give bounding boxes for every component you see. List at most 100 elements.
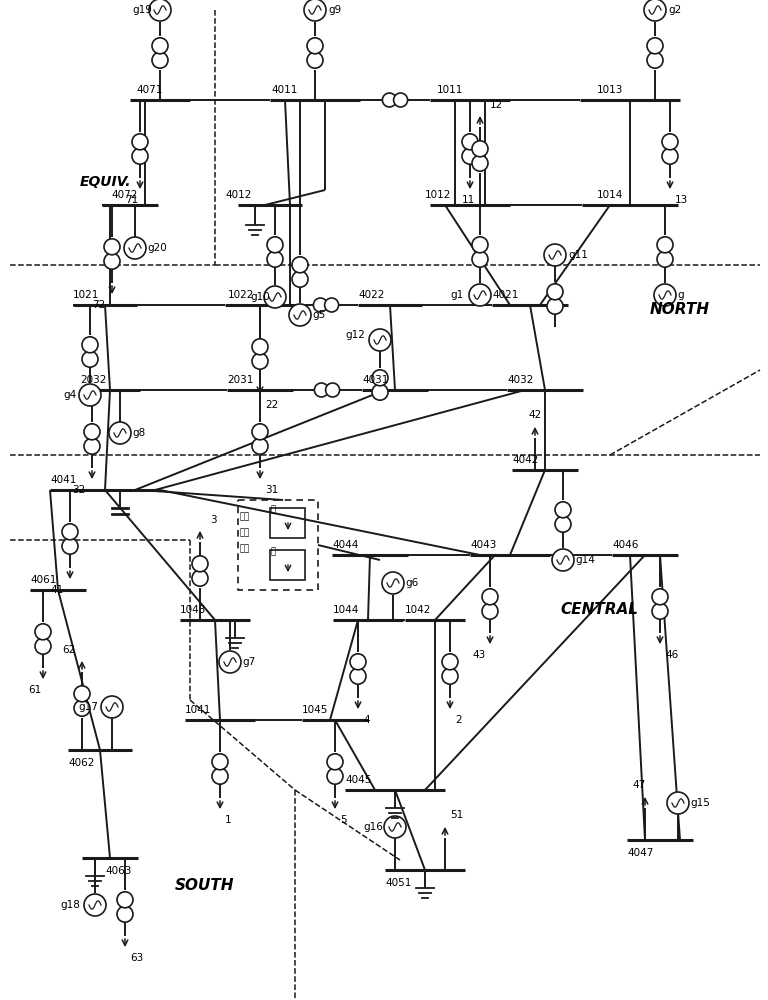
Text: 32: 32 [72, 485, 85, 495]
Circle shape [192, 556, 208, 572]
Circle shape [292, 271, 308, 287]
Circle shape [152, 52, 168, 68]
Text: 1: 1 [225, 815, 232, 825]
Circle shape [62, 538, 78, 554]
Text: g12: g12 [345, 330, 365, 340]
Circle shape [552, 549, 574, 571]
Text: 4072: 4072 [112, 190, 138, 200]
Text: 4011: 4011 [272, 85, 298, 95]
Circle shape [667, 792, 689, 814]
Text: 12: 12 [490, 100, 503, 110]
Circle shape [149, 0, 171, 21]
Circle shape [62, 524, 78, 540]
Circle shape [152, 38, 168, 54]
Text: 1013: 1013 [597, 85, 623, 95]
Text: 71: 71 [125, 195, 138, 205]
Circle shape [117, 906, 133, 922]
Text: 1022: 1022 [228, 290, 254, 300]
Text: SOUTH: SOUTH [175, 878, 234, 892]
Text: 4063: 4063 [105, 866, 131, 876]
Text: g10: g10 [250, 292, 270, 302]
Circle shape [372, 370, 388, 386]
Circle shape [35, 638, 51, 654]
Circle shape [74, 700, 90, 716]
Circle shape [252, 438, 268, 454]
Text: g17: g17 [78, 702, 98, 712]
Circle shape [109, 422, 131, 444]
Text: 47: 47 [632, 780, 645, 790]
Circle shape [79, 384, 101, 406]
Text: 1014: 1014 [597, 190, 623, 200]
Circle shape [327, 754, 343, 770]
Circle shape [350, 654, 366, 670]
Circle shape [482, 589, 498, 605]
Circle shape [267, 237, 283, 253]
Text: 4062: 4062 [68, 758, 94, 768]
Text: 1045: 1045 [302, 705, 329, 715]
Text: 41: 41 [50, 585, 63, 595]
Circle shape [292, 257, 308, 273]
Circle shape [442, 654, 458, 670]
Text: 1041: 1041 [185, 705, 211, 715]
Text: 4031: 4031 [362, 375, 389, 385]
Circle shape [212, 754, 228, 770]
Circle shape [555, 516, 571, 532]
Text: 4047: 4047 [627, 848, 654, 858]
Text: g16: g16 [363, 822, 383, 832]
Circle shape [313, 298, 327, 312]
Text: 流: 流 [271, 547, 276, 556]
Circle shape [350, 668, 366, 684]
Circle shape [35, 624, 51, 640]
Text: g4: g4 [63, 390, 76, 400]
Circle shape [104, 239, 120, 255]
Circle shape [84, 424, 100, 440]
Text: g5: g5 [312, 310, 326, 320]
Text: 1021: 1021 [73, 290, 99, 300]
Circle shape [472, 251, 488, 267]
Text: 4046: 4046 [612, 540, 638, 550]
Circle shape [252, 353, 268, 369]
Text: 72: 72 [92, 300, 105, 310]
Text: 4051: 4051 [385, 878, 412, 888]
Text: 13: 13 [675, 195, 688, 205]
Circle shape [393, 93, 408, 107]
Circle shape [657, 237, 673, 253]
Text: g1: g1 [450, 290, 463, 300]
Circle shape [252, 339, 268, 355]
Text: 31: 31 [265, 485, 278, 495]
Text: 4071: 4071 [137, 85, 163, 95]
Circle shape [469, 284, 491, 306]
Text: EQUIV.: EQUIV. [80, 175, 131, 189]
Circle shape [472, 141, 488, 157]
Text: 1043: 1043 [180, 605, 207, 615]
Circle shape [647, 38, 663, 54]
Text: g7: g7 [242, 657, 255, 667]
Circle shape [647, 52, 663, 68]
Text: 63: 63 [130, 953, 144, 963]
Text: 62: 62 [62, 645, 75, 655]
Text: g2: g2 [668, 5, 681, 15]
Text: 4061: 4061 [30, 575, 56, 585]
Text: 2031: 2031 [227, 375, 253, 385]
Circle shape [219, 651, 241, 673]
Circle shape [369, 329, 391, 351]
Circle shape [652, 589, 668, 605]
Circle shape [662, 148, 678, 164]
Text: 5: 5 [340, 815, 346, 825]
Circle shape [132, 134, 148, 150]
Circle shape [472, 155, 488, 171]
Circle shape [307, 38, 323, 54]
Text: 1011: 1011 [437, 85, 463, 95]
Circle shape [101, 696, 123, 718]
Text: 3: 3 [210, 515, 217, 525]
Text: 4022: 4022 [358, 290, 384, 300]
Circle shape [124, 237, 146, 259]
Text: g9: g9 [328, 5, 341, 15]
Circle shape [267, 251, 283, 267]
Circle shape [212, 768, 228, 784]
Text: 4043: 4043 [470, 540, 496, 550]
Text: g14: g14 [575, 555, 595, 565]
Circle shape [442, 668, 458, 684]
Bar [270, 508, 305, 538]
Text: g20: g20 [147, 243, 167, 253]
